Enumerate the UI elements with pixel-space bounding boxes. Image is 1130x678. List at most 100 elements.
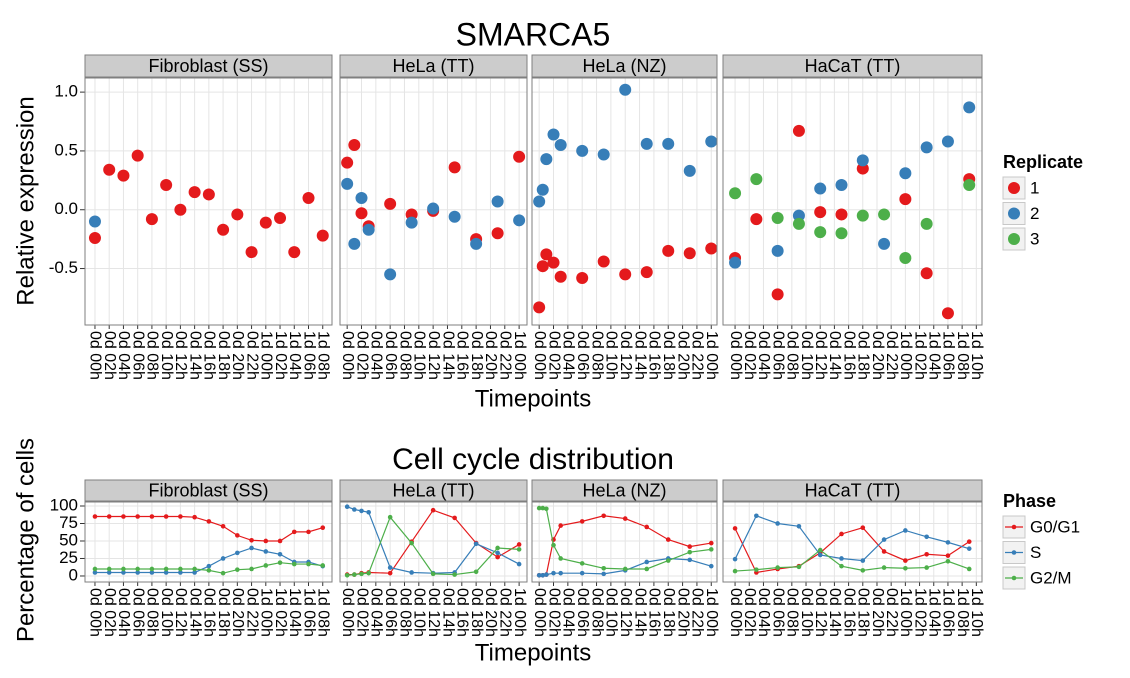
x-tick-label: 0d 16h: [840, 331, 857, 380]
data-point: [131, 149, 144, 162]
data-point: [316, 229, 329, 242]
legend-label: G2/M: [1030, 568, 1072, 587]
data-point: [924, 551, 929, 557]
x-tick-label: 0d 18h: [855, 588, 872, 637]
data-point: [662, 244, 675, 257]
strip-label: Fibroblast (SS): [148, 480, 268, 500]
data-point: [106, 570, 112, 575]
data-point: [192, 514, 197, 520]
x-tick-label: 1d 00h: [897, 331, 914, 380]
panel-border: [531, 77, 718, 326]
x-tick-label: 0d 08h: [784, 588, 801, 637]
strip: [531, 479, 718, 502]
data-point: [352, 507, 357, 512]
x-tick-label: 0d 02h: [353, 331, 370, 380]
data-point: [302, 191, 315, 204]
x-tick-label: 0d 10h: [158, 588, 175, 637]
strip-label: HeLa (TT): [392, 480, 474, 500]
x-tick-label: 0d 20h: [482, 588, 499, 637]
data-point: [708, 563, 714, 569]
x-tick-label: 0d 12h: [172, 331, 189, 380]
x-tick-label: 0d 02h: [101, 331, 118, 380]
x-tick-label: 0d 10h: [411, 331, 428, 380]
panel-background: [723, 502, 982, 582]
data-point: [903, 565, 908, 571]
data-point: [516, 542, 522, 547]
x-tick-label: 0d 12h: [812, 588, 829, 637]
x-tick-label: 0d 06h: [769, 331, 786, 380]
data-point: [792, 209, 805, 222]
legend-title: Phase: [1003, 491, 1056, 511]
x-tick-label: 0d 16h: [840, 588, 857, 637]
y-tick-label: 1.0: [54, 82, 78, 101]
data-point: [899, 167, 912, 180]
data-point: [220, 570, 226, 576]
data-point: [160, 179, 173, 192]
data-point: [860, 525, 866, 530]
strip: [339, 479, 528, 502]
data-point: [174, 203, 187, 216]
x-tick-label: 0d 12h: [425, 331, 442, 380]
legend-marker: [1011, 550, 1017, 555]
data-point: [217, 223, 230, 236]
data-point: [558, 570, 563, 576]
y-tick-label: 100: [50, 495, 78, 514]
data-point: [274, 211, 287, 224]
data-point: [384, 197, 397, 210]
x-tick-label: 0d 08h: [144, 331, 161, 380]
x-tick-label: 0d 16h: [201, 588, 218, 637]
x-tick-label: 1d 00h: [703, 588, 720, 637]
data-point: [963, 101, 976, 114]
data-point: [554, 139, 567, 152]
data-point: [644, 524, 650, 530]
data-point: [249, 566, 254, 572]
panel-border: [339, 77, 528, 326]
x-tick-label: 0d 08h: [588, 331, 605, 380]
x-tick-label: 0d 04h: [115, 331, 132, 380]
x-tick-label: 0d 08h: [784, 331, 801, 380]
data-point: [355, 191, 368, 204]
data-point: [924, 565, 929, 570]
data-point: [732, 568, 738, 574]
data-point: [344, 504, 350, 509]
x-tick-label: 0d 16h: [454, 588, 471, 637]
strip: [84, 479, 333, 502]
data-point: [149, 566, 155, 572]
data-point: [544, 506, 549, 512]
data-point: [665, 537, 671, 542]
strip-label: HeLa (NZ): [582, 480, 666, 500]
x-tick-label: 0d 22h: [883, 588, 900, 637]
x-tick-label: 1d 02h: [911, 588, 928, 637]
data-point: [597, 255, 610, 268]
data-point: [963, 179, 976, 192]
data-point: [551, 570, 556, 576]
x-tick-label: 0d 14h: [631, 331, 648, 380]
legend-label: S: [1030, 543, 1041, 562]
y-tick-label: 75: [59, 513, 78, 532]
x-tick-label: 0d 12h: [617, 588, 634, 637]
data-point: [245, 246, 258, 259]
data-point: [732, 556, 738, 562]
x-tick-label: 0d 18h: [468, 331, 485, 380]
data-point: [320, 525, 326, 530]
data-point: [708, 540, 714, 546]
data-point: [121, 514, 126, 519]
data-point: [491, 195, 504, 208]
panel-background: [532, 78, 717, 325]
data-point: [579, 519, 585, 524]
data-point: [814, 182, 827, 195]
data-point: [966, 539, 972, 544]
data-point: [775, 521, 780, 526]
data-point: [622, 566, 628, 572]
x-tick-label: 0d 04h: [560, 588, 577, 637]
data-point: [903, 528, 908, 533]
data-point: [817, 547, 823, 553]
data-point: [277, 538, 283, 544]
x-tick-label: 0d 16h: [646, 331, 663, 380]
data-point: [452, 515, 457, 521]
data-point: [405, 216, 418, 229]
